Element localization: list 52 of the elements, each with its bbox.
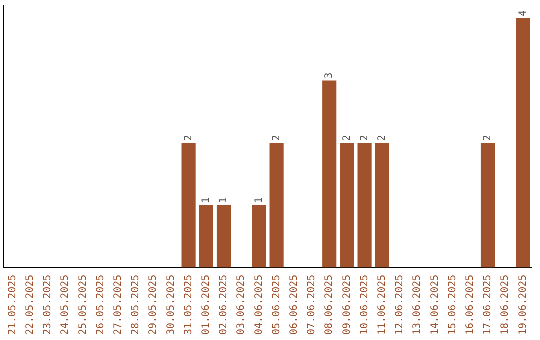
x-tick-label: 16.06.2025 <box>464 274 476 336</box>
x-tick-label: 19.06.2025 <box>518 274 529 336</box>
x-tick-label: 22.05.2025 <box>24 274 36 336</box>
x-tick-label: 26.05.2025 <box>95 274 106 336</box>
data-label: 2 <box>271 135 282 142</box>
data-label: 1 <box>254 197 265 204</box>
x-tick-label: 21.05.2025 <box>7 274 18 336</box>
bar <box>216 205 232 268</box>
x-tick-label: 04.06.2025 <box>254 274 265 336</box>
x-tick-label: 17.06.2025 <box>482 274 494 336</box>
x-tick-label: 11.06.2025 <box>376 274 388 336</box>
x-tick-label: 07.06.2025 <box>306 274 318 336</box>
x-tick-label: 27.05.2025 <box>112 274 124 336</box>
data-label: 2 <box>376 135 388 142</box>
x-tick-label: 05.06.2025 <box>271 274 282 336</box>
data-label: 2 <box>183 135 194 142</box>
bar <box>252 205 266 268</box>
x-tick-label: 31.05.2025 <box>183 274 194 336</box>
x-tick-label: 13.06.2025 <box>412 274 424 336</box>
data-label: 4 <box>518 10 529 16</box>
x-tick-label: 18.06.2025 <box>500 274 512 336</box>
x-tick-label: 12.06.2025 <box>394 274 406 336</box>
x-tick-label: 10.06.2025 <box>359 274 370 336</box>
data-label: 1 <box>218 197 230 204</box>
x-tick-label: 29.05.2025 <box>148 274 160 336</box>
x-tick-label: 24.05.2025 <box>60 274 72 336</box>
bar <box>340 143 354 268</box>
x-tick-label: 14.06.2025 <box>430 274 441 336</box>
x-tick-label: 03.06.2025 <box>236 274 248 336</box>
x-tick-label: 08.06.2025 <box>324 274 336 336</box>
bar <box>358 143 372 268</box>
bar <box>199 205 214 268</box>
x-tick-label: 15.06.2025 <box>447 274 458 336</box>
x-tick-label: 02.06.2025 <box>218 274 230 336</box>
data-label: 1 <box>200 197 212 204</box>
bar <box>375 143 390 268</box>
x-tick-label: 09.06.2025 <box>342 274 353 336</box>
data-label: 2 <box>342 135 353 142</box>
x-tick-label: 01.06.2025 <box>200 274 212 336</box>
data-label: 2 <box>359 135 370 142</box>
x-tick-label: 25.05.2025 <box>78 274 89 336</box>
bar <box>182 143 196 268</box>
bar <box>322 80 337 268</box>
bar <box>516 18 530 268</box>
x-tick-label: 30.05.2025 <box>166 274 177 336</box>
bar <box>480 143 496 268</box>
data-label: 3 <box>324 72 336 79</box>
x-tick-label: 06.06.2025 <box>288 274 300 336</box>
bar <box>270 143 284 268</box>
x-tick-label: 28.05.2025 <box>130 274 142 336</box>
data-label: 2 <box>482 135 494 142</box>
x-tick-label: 23.05.2025 <box>42 274 54 336</box>
